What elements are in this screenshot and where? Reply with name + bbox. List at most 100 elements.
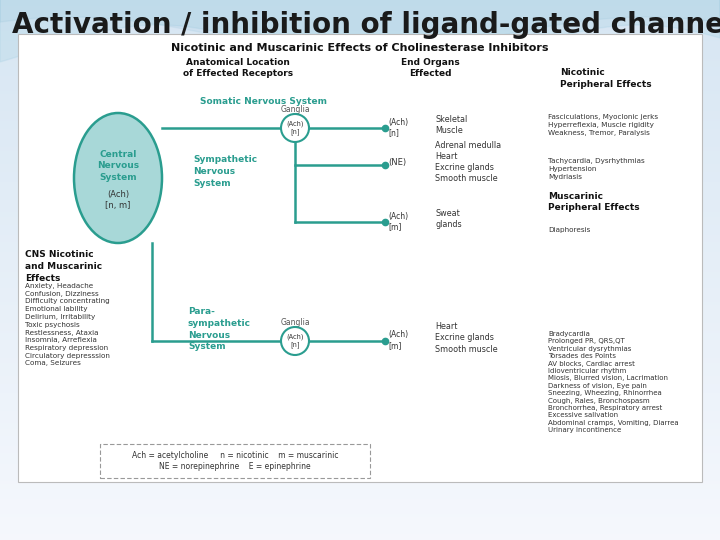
Text: Anxiety, Headache
Confusion, Dizziness
Difficulty concentrating
Emotional labili: Anxiety, Headache Confusion, Dizziness D… [25, 283, 110, 367]
Bar [0, 371, 720, 372]
Bar [0, 54, 720, 55]
Bar [0, 385, 720, 386]
Bar [0, 265, 720, 266]
Bar [0, 202, 720, 203]
Bar [0, 293, 720, 294]
Bar [0, 416, 720, 417]
Bar [0, 231, 720, 232]
Bar [0, 423, 720, 424]
Bar [0, 375, 720, 376]
Bar [0, 287, 720, 288]
Bar [0, 428, 720, 429]
Bar [0, 248, 720, 249]
Bar [0, 183, 720, 184]
Bar [0, 398, 720, 399]
Bar [0, 52, 720, 53]
Bar [0, 352, 720, 353]
Bar [0, 150, 720, 151]
Bar [0, 372, 720, 373]
Bar [0, 75, 720, 76]
Bar [0, 188, 720, 189]
Bar [0, 268, 720, 269]
Bar [0, 379, 720, 380]
Bar [0, 492, 720, 493]
Text: Nicotinic and Muscarinic Effects of Cholinesterase Inhibitors: Nicotinic and Muscarinic Effects of Chol… [171, 43, 549, 53]
Bar [0, 482, 720, 483]
Bar [0, 223, 720, 224]
Bar [0, 327, 720, 328]
Bar [0, 394, 720, 395]
Bar [0, 285, 720, 286]
Bar [0, 512, 720, 513]
Bar [0, 414, 720, 415]
Bar [0, 172, 720, 173]
Bar [0, 80, 720, 81]
FancyBboxPatch shape [100, 444, 370, 478]
Bar [0, 2, 720, 3]
Bar [0, 298, 720, 299]
Bar [0, 498, 720, 499]
Bar [0, 302, 720, 303]
Bar [0, 351, 720, 352]
Bar [0, 10, 720, 11]
Bar [0, 244, 720, 245]
Bar [0, 464, 720, 465]
Bar [0, 91, 720, 92]
Bar [0, 345, 720, 346]
Bar [0, 460, 720, 461]
Bar [0, 135, 720, 136]
Circle shape [281, 114, 309, 142]
Bar [0, 307, 720, 308]
Bar [0, 33, 720, 34]
Bar [0, 1, 720, 2]
Bar [0, 167, 720, 168]
Bar [0, 435, 720, 436]
Bar [0, 384, 720, 385]
Bar [0, 417, 720, 418]
Text: (Ach): (Ach) [388, 212, 408, 220]
Bar [0, 169, 720, 170]
Bar [0, 535, 720, 536]
Bar [0, 315, 720, 316]
Bar [0, 426, 720, 427]
Bar [0, 17, 720, 18]
Bar [0, 389, 720, 390]
Bar [0, 329, 720, 330]
Bar [0, 280, 720, 281]
Bar [0, 488, 720, 489]
Bar [0, 259, 720, 260]
Bar [0, 203, 720, 204]
Bar [0, 126, 720, 127]
Bar [0, 402, 720, 403]
Bar [0, 340, 720, 341]
Bar [0, 43, 720, 44]
Bar [0, 502, 720, 503]
Bar [0, 403, 720, 404]
Bar [0, 494, 720, 495]
Bar [0, 295, 720, 296]
Bar [0, 432, 720, 433]
Bar [0, 493, 720, 494]
Bar [0, 208, 720, 209]
Bar [0, 353, 720, 354]
Bar [0, 19, 720, 20]
Bar [0, 70, 720, 71]
Bar [0, 475, 720, 476]
Bar [0, 486, 720, 487]
Bar [0, 122, 720, 123]
Bar [0, 101, 720, 102]
Text: (Ach)
[n]: (Ach) [n] [287, 334, 304, 348]
Ellipse shape [74, 113, 162, 243]
Bar [0, 261, 720, 262]
Text: Diaphoresis: Diaphoresis [548, 227, 590, 233]
Bar [0, 437, 720, 438]
Bar [0, 57, 720, 58]
Bar [0, 532, 720, 533]
Bar [0, 453, 720, 454]
Bar [0, 524, 720, 525]
Bar [0, 411, 720, 412]
Bar [0, 335, 720, 336]
Bar [0, 444, 720, 445]
Bar [0, 138, 720, 139]
Text: Anatomical Location
of Effected Receptors: Anatomical Location of Effected Receptor… [183, 58, 293, 78]
